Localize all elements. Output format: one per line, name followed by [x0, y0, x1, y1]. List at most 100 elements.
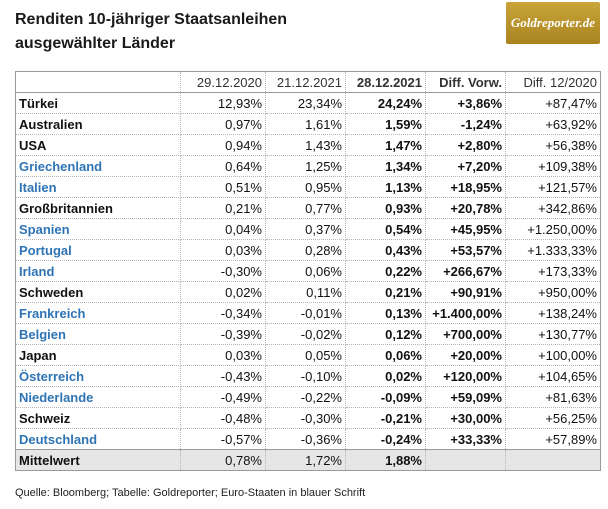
summary-cell: 1,72% [265, 449, 346, 471]
value-cell: -0,30% [265, 407, 346, 429]
value-cell: +20,00% [425, 344, 506, 366]
summary-cell [505, 449, 601, 471]
value-cell: 0,06% [265, 260, 346, 282]
country-name: Niederlande [15, 386, 181, 408]
value-cell: +120,00% [425, 365, 506, 387]
value-cell: +30,00% [425, 407, 506, 429]
value-cell: -0,39% [180, 323, 266, 345]
value-cell: +20,78% [425, 197, 506, 219]
value-cell: +138,24% [505, 302, 601, 324]
country-name: Schweden [15, 281, 181, 303]
data-row: Österreich -0,43% -0,10% 0,02% +120,00% +104,… [15, 365, 601, 387]
value-cell: +57,89% [505, 428, 601, 450]
value-cell: 0,54% [345, 218, 426, 240]
value-cell: 0,13% [345, 302, 426, 324]
value-cell: -0,57% [180, 428, 266, 450]
value-cell: +342,86% [505, 197, 601, 219]
value-cell: 1,61% [265, 113, 346, 135]
data-row: Belgien -0,39% -0,02% 0,12% +700,00% +130,77% [15, 323, 601, 345]
data-row: Spanien 0,04% 0,37% 0,54% +45,95% +1.250,00% [15, 218, 601, 240]
value-cell: 0,21% [180, 197, 266, 219]
data-row: USA 0,94% 1,43% 1,47% +2,80% +56,38% [15, 134, 601, 156]
value-cell: +53,57% [425, 239, 506, 261]
value-cell: -0,43% [180, 365, 266, 387]
title-line: ausgewählter Länder [15, 35, 176, 52]
summary-cell: 1,88% [345, 449, 426, 471]
value-cell: 0,03% [180, 239, 266, 261]
data-row: Griechenland 0,64% 1,25% 1,34% +7,20% +109,38… [15, 155, 601, 177]
country-name: Belgien [15, 323, 181, 345]
value-cell: -0,30% [180, 260, 266, 282]
value-cell: +700,00% [425, 323, 506, 345]
value-cell: +7,20% [425, 155, 506, 177]
summary-label: Mittelwert [15, 449, 181, 471]
data-row: Portugal 0,03% 0,28% 0,43% +53,57% +1.333,33% [15, 239, 601, 261]
value-cell: +109,38% [505, 155, 601, 177]
value-cell: +56,25% [505, 407, 601, 429]
value-cell: 0,77% [265, 197, 346, 219]
value-cell: -0,01% [265, 302, 346, 324]
value-cell: +59,09% [425, 386, 506, 408]
data-row: Schweiz -0,48% -0,30% -0,21% +30,00% +56,25% [15, 407, 601, 429]
value-cell: +33,33% [425, 428, 506, 450]
value-cell: 0,28% [265, 239, 346, 261]
value-cell: 0,97% [180, 113, 266, 135]
value-cell: 0,64% [180, 155, 266, 177]
value-cell: +90,91% [425, 281, 506, 303]
value-cell: +45,95% [425, 218, 506, 240]
value-cell: -0,10% [265, 365, 346, 387]
summary-cell: 0,78% [180, 449, 266, 471]
value-cell: 0,02% [180, 281, 266, 303]
value-cell: 0,94% [180, 134, 266, 156]
value-cell: -0,36% [265, 428, 346, 450]
value-cell: 0,03% [180, 344, 266, 366]
header-cell: 21.12.2021 [265, 71, 346, 93]
value-cell: +1.400,00% [425, 302, 506, 324]
value-cell: 1,43% [265, 134, 346, 156]
summary-row: Mittelwert 0,78% 1,72% 1,88% [15, 449, 601, 471]
country-name: Griechenland [15, 155, 181, 177]
country-name: Irland [15, 260, 181, 282]
country-name: Spanien [15, 218, 181, 240]
source-note: Quelle: Bloomberg; Tabelle: Goldreporter… [15, 487, 366, 499]
data-row: Türkei 12,93% 23,34% 24,24% +3,86% +87,47% [15, 92, 601, 114]
data-row: Schweden 0,02% 0,11% 0,21% +90,91% +950,00% [15, 281, 601, 303]
data-row: Deutschland -0,57% -0,36% -0,24% +33,33% +57,… [15, 428, 601, 450]
value-cell: -0,34% [180, 302, 266, 324]
data-row: Australien 0,97% 1,61% 1,59% -1,24% +63,92% [15, 113, 601, 135]
value-cell: -0,24% [345, 428, 426, 450]
value-cell: 0,93% [345, 197, 426, 219]
value-cell: +130,77% [505, 323, 601, 345]
data-row: Frankreich -0,34% -0,01% 0,13% +1.400,00% +13… [15, 302, 601, 324]
country-name: Deutschland [15, 428, 181, 450]
data-row: Großbritannien 0,21% 0,77% 0,93% +20,78% +342… [15, 197, 601, 219]
value-cell: -1,24% [425, 113, 506, 135]
country-name: Italien [15, 176, 181, 198]
value-cell: 1,59% [345, 113, 426, 135]
data-row: Italien 0,51% 0,95% 1,13% +18,95% +121,57% [15, 176, 601, 198]
title-line: Renditen 10-jähriger Staatsanleihen [15, 11, 288, 28]
header-cell: Diff. Vorw. [425, 71, 506, 93]
header-cell [15, 71, 181, 93]
value-cell: 12,93% [180, 92, 266, 114]
yield-table: 29.12.2020 21.12.2021 28.12.2021 Diff. Vorw… [15, 71, 601, 471]
value-cell: +266,67% [425, 260, 506, 282]
data-row: Niederlande -0,49% -0,22% -0,09% +59,09% +81,… [15, 386, 601, 408]
header-cell: 29.12.2020 [180, 71, 266, 93]
value-cell: -0,22% [265, 386, 346, 408]
value-cell: +950,00% [505, 281, 601, 303]
value-cell: -0,21% [345, 407, 426, 429]
value-cell: 24,24% [345, 92, 426, 114]
value-cell: 0,04% [180, 218, 266, 240]
country-name: Australien [15, 113, 181, 135]
logo: Goldreporter.de [506, 2, 600, 44]
country-name: Japan [15, 344, 181, 366]
value-cell: +81,63% [505, 386, 601, 408]
value-cell: +87,47% [505, 92, 601, 114]
value-cell: -0,48% [180, 407, 266, 429]
value-cell: 1,34% [345, 155, 426, 177]
country-name: Portugal [15, 239, 181, 261]
country-name: Österreich [15, 365, 181, 387]
country-name: Schweiz [15, 407, 181, 429]
